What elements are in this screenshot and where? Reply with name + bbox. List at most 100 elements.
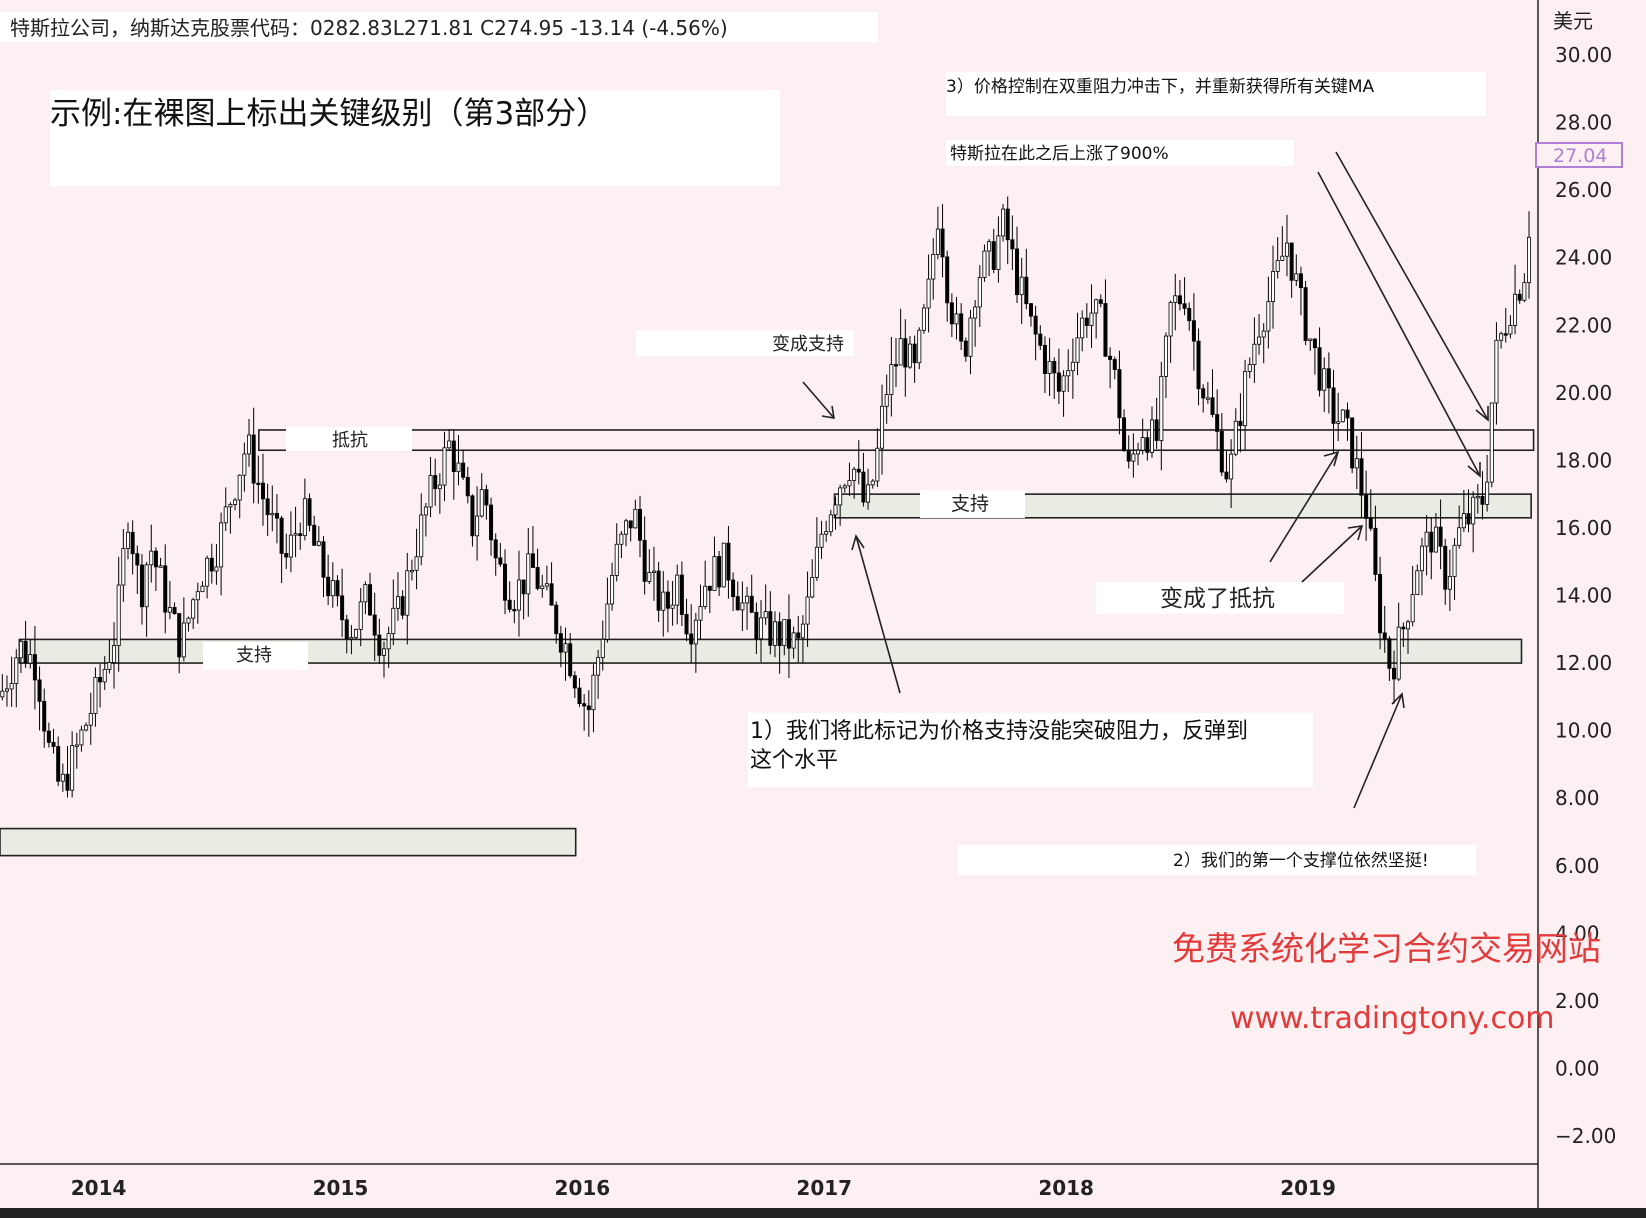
- candle-body: [712, 556, 717, 591]
- candle-body: [777, 621, 782, 647]
- y-tick-label: 16.00: [1555, 516, 1612, 540]
- candle-body: [949, 302, 954, 325]
- note1-line2: 这个水平: [750, 748, 838, 773]
- candle-body: [1173, 295, 1178, 303]
- candle-body: [1471, 496, 1476, 525]
- candle-body: [1015, 248, 1020, 296]
- note2-box: [958, 845, 1476, 875]
- candle-body: [926, 278, 931, 309]
- candle-body: [298, 533, 303, 537]
- candle-body: [1443, 545, 1448, 590]
- candle-body: [177, 613, 182, 658]
- candle-body: [977, 277, 982, 308]
- note3-box: [946, 72, 1486, 116]
- candle-body: [172, 607, 177, 614]
- candle-body: [1410, 594, 1415, 623]
- candle-body: [316, 541, 321, 546]
- y-tick-label: 24.00: [1555, 246, 1612, 270]
- candle-body: [1303, 287, 1308, 341]
- candle-body: [875, 447, 880, 482]
- y-tick-label: 30.00: [1555, 43, 1612, 67]
- y-tick-label: 0.00: [1555, 1056, 1600, 1080]
- candle-body: [1308, 338, 1313, 341]
- candle-body: [1084, 317, 1089, 326]
- candle-body: [121, 548, 126, 586]
- candle-body: [1243, 371, 1248, 427]
- candle-body: [1392, 667, 1397, 680]
- candle-body: [247, 434, 252, 455]
- candle-body: [1275, 260, 1280, 272]
- current-price-tag: 27.04: [1553, 145, 1607, 167]
- candle-body: [1066, 370, 1071, 377]
- candle-body: [968, 317, 973, 357]
- candle-body: [270, 512, 275, 516]
- candle-body: [1126, 450, 1131, 462]
- candle-body: [647, 572, 652, 582]
- candle-body: [260, 482, 265, 500]
- candle-body: [214, 566, 219, 572]
- x-tick-label: 2014: [71, 1176, 127, 1200]
- candle-body: [60, 773, 65, 782]
- candle-body: [1010, 239, 1015, 250]
- candle-body: [1108, 355, 1113, 360]
- candle-body: [312, 524, 317, 546]
- candle-body: [1005, 208, 1010, 241]
- candle-body: [1038, 333, 1043, 346]
- candle-body: [1322, 368, 1327, 391]
- current-price-tag-box: [1535, 142, 1623, 168]
- watermark-line1: 免费系统化学习合约交易网站: [1172, 929, 1601, 968]
- candle-body: [507, 599, 512, 610]
- watermark-line2: www.tradingtony.com: [1230, 1001, 1555, 1036]
- candle-body: [74, 744, 79, 747]
- candle-body: [1182, 303, 1187, 309]
- candle-body: [903, 338, 908, 368]
- candle-body: [423, 506, 428, 516]
- candle-body: [521, 579, 526, 595]
- y-tick-label: 4.00: [1555, 921, 1600, 945]
- candle-body: [693, 619, 698, 645]
- candle-body: [181, 622, 186, 658]
- candle-body: [749, 595, 754, 613]
- y-tick-label: 20.00: [1555, 381, 1612, 405]
- candle-body: [377, 634, 382, 656]
- candle-body: [340, 595, 345, 621]
- candle-body: [745, 595, 750, 604]
- candle-body: [1238, 420, 1243, 427]
- candle-body: [1499, 333, 1504, 341]
- candle-body: [740, 602, 745, 611]
- candle-body: [274, 512, 279, 519]
- candle-body: [153, 550, 158, 568]
- candle-body: [293, 533, 298, 536]
- candle-body: [582, 703, 587, 707]
- candle-body: [1205, 397, 1210, 400]
- candle-body: [149, 550, 154, 566]
- note4-box: [946, 140, 1294, 166]
- candle-body: [544, 583, 549, 587]
- candle-body: [112, 645, 117, 663]
- currency-label: 美元: [1553, 9, 1593, 33]
- note1-line1: 1）我们将此标记为价格支持没能突破阻力，反弹到: [750, 719, 1248, 744]
- candle-body: [1419, 545, 1424, 572]
- candle-body: [1047, 360, 1052, 374]
- candle-body: [428, 475, 433, 508]
- candle-body: [1247, 364, 1252, 372]
- candle-body: [1354, 458, 1359, 469]
- candle-body: [1485, 481, 1490, 505]
- key-level-zone: [258, 429, 1535, 452]
- ticker-line: 特斯拉公司，纳斯达克股票代码：0282.83L271.81 C274.95 -1…: [10, 16, 728, 40]
- arrow-note1: [855, 535, 901, 694]
- candle-body: [1215, 414, 1220, 432]
- candle-body: [586, 705, 591, 711]
- support-label-left-bg: [203, 642, 308, 670]
- candle-body: [530, 553, 535, 568]
- candle-body: [721, 542, 726, 588]
- candle-body: [158, 565, 163, 568]
- candle-body: [256, 482, 261, 486]
- candle-body: [1150, 419, 1155, 453]
- candle-body: [1480, 495, 1485, 505]
- candle-body: [116, 584, 121, 646]
- candle-body: [1345, 409, 1350, 419]
- candle-body: [1452, 544, 1457, 577]
- candle-body: [824, 531, 829, 535]
- candle-body: [768, 611, 773, 646]
